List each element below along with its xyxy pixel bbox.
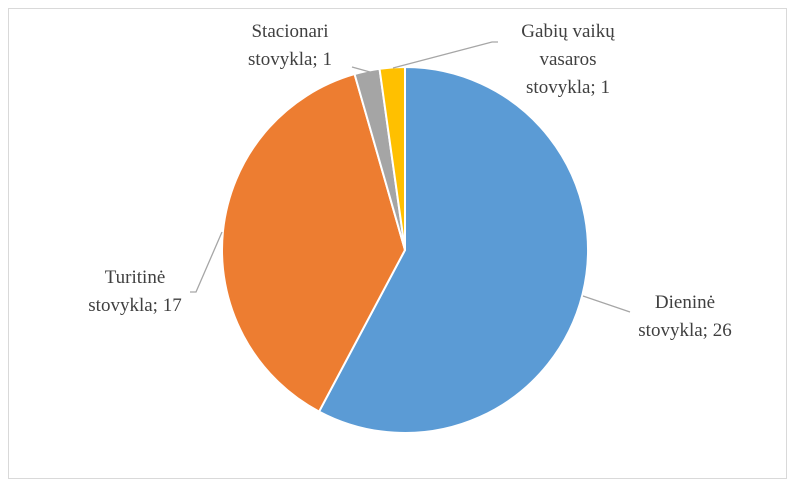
leader-line	[392, 41, 498, 69]
data-label: Stacionari stovykla; 1	[248, 21, 332, 70]
pie-slice	[221, 72, 407, 413]
data-label: Dieninė stovykla; 26	[638, 292, 731, 341]
leader-line	[190, 231, 223, 293]
pie-slice	[378, 65, 406, 251]
pie-slice	[317, 65, 589, 434]
leader-line	[582, 295, 631, 313]
data-label: Gabių vaikų vasaros stovykla; 1	[521, 21, 615, 98]
leader-line	[351, 66, 371, 73]
data-label: Turitinė stovykla; 17	[88, 267, 181, 316]
